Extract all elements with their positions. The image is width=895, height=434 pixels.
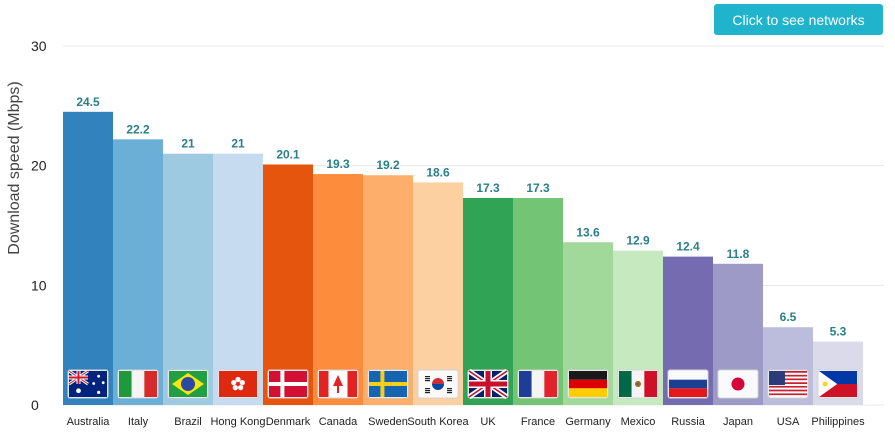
value-label: 12.9: [626, 234, 650, 248]
value-label: 13.6: [576, 225, 600, 239]
russia-flag-icon: [667, 369, 709, 399]
italy-flag-icon: [117, 369, 159, 399]
x-tick-label: Sweden: [368, 416, 408, 428]
x-tick-label: Germany: [565, 416, 611, 428]
x-tick-label: USA: [777, 416, 800, 428]
value-label: 21: [231, 137, 245, 151]
value-label: 5.3: [830, 325, 847, 339]
flags: [67, 368, 859, 400]
value-label: 18.6: [426, 165, 450, 179]
x-tick-label: Russia: [671, 416, 706, 428]
bar-denmark: [263, 164, 313, 405]
value-label: 24.5: [76, 95, 100, 109]
value-label: 20.1: [276, 147, 300, 161]
germany-flag-icon: [567, 369, 609, 399]
south-korea-flag-icon: [417, 369, 459, 399]
value-label: 19.2: [376, 158, 400, 172]
x-tick-label: Japan: [723, 416, 753, 428]
uk-flag-icon: [467, 368, 509, 400]
x-tick-label: Australia: [67, 416, 111, 428]
x-tick-label: UK: [480, 416, 496, 428]
usa-flag-icon: [767, 369, 809, 399]
denmark-flag-icon: [267, 369, 309, 399]
japan-flag-icon: [717, 369, 759, 399]
value-label: 6.5: [780, 310, 797, 324]
x-tick-label: Brazil: [174, 416, 202, 428]
bar-hong-kong: [213, 153, 263, 405]
y-axis-label: Download speed (Mbps): [6, 81, 23, 254]
x-tick-label: Italy: [128, 416, 149, 428]
x-axis-labels: Australia Italy Brazil Hong Kong Denmark Cana…: [67, 416, 865, 428]
brazil-flag-icon: [167, 369, 209, 399]
bar-brazil: [163, 153, 213, 405]
australia-flag-icon: [67, 369, 109, 399]
bar-south-korea: [413, 182, 463, 405]
y-tick-label: 10: [31, 277, 47, 293]
value-label: 17.3: [526, 181, 550, 195]
value-label: 11.8: [727, 247, 750, 261]
sweden-flag-icon: [367, 369, 409, 399]
mexico-flag-icon: [617, 369, 659, 399]
see-networks-button[interactable]: Click to see networks: [714, 4, 883, 35]
bar-australia: [63, 111, 113, 406]
hong-kong-flag-icon: [217, 369, 259, 399]
france-flag-icon: [517, 369, 559, 399]
y-tick-label: 20: [31, 158, 47, 174]
x-tick-label: Hong Kong: [210, 416, 265, 428]
x-tick-label: Mexico: [621, 416, 656, 428]
x-tick-label: France: [521, 416, 555, 428]
x-tick-label: Canada: [319, 416, 358, 428]
x-tick-label: South Korea: [407, 416, 469, 428]
value-label: 21: [181, 137, 195, 151]
y-tick-label: 30: [31, 38, 47, 54]
y-tick-label: 0: [31, 397, 39, 413]
bar-canada: [313, 174, 363, 405]
bar-italy: [113, 139, 163, 405]
value-label: 17.3: [476, 181, 500, 195]
value-label: 22.2: [126, 122, 150, 136]
canada-flag-icon: [317, 369, 359, 399]
value-labels: 24.5 22.2 21 21 20.1 19.3 19.2 18.6 17.3 17.3 13.6…: [76, 95, 846, 339]
bar-sweden: [363, 175, 413, 405]
philippines-flag-icon: [817, 369, 859, 399]
y-axis-ticks: 0 10 20 30: [31, 38, 47, 413]
x-tick-label: Denmark: [266, 416, 311, 428]
x-tick-label: Philippines: [811, 416, 865, 428]
value-label: 19.3: [326, 157, 350, 171]
value-label: 12.4: [676, 240, 700, 254]
